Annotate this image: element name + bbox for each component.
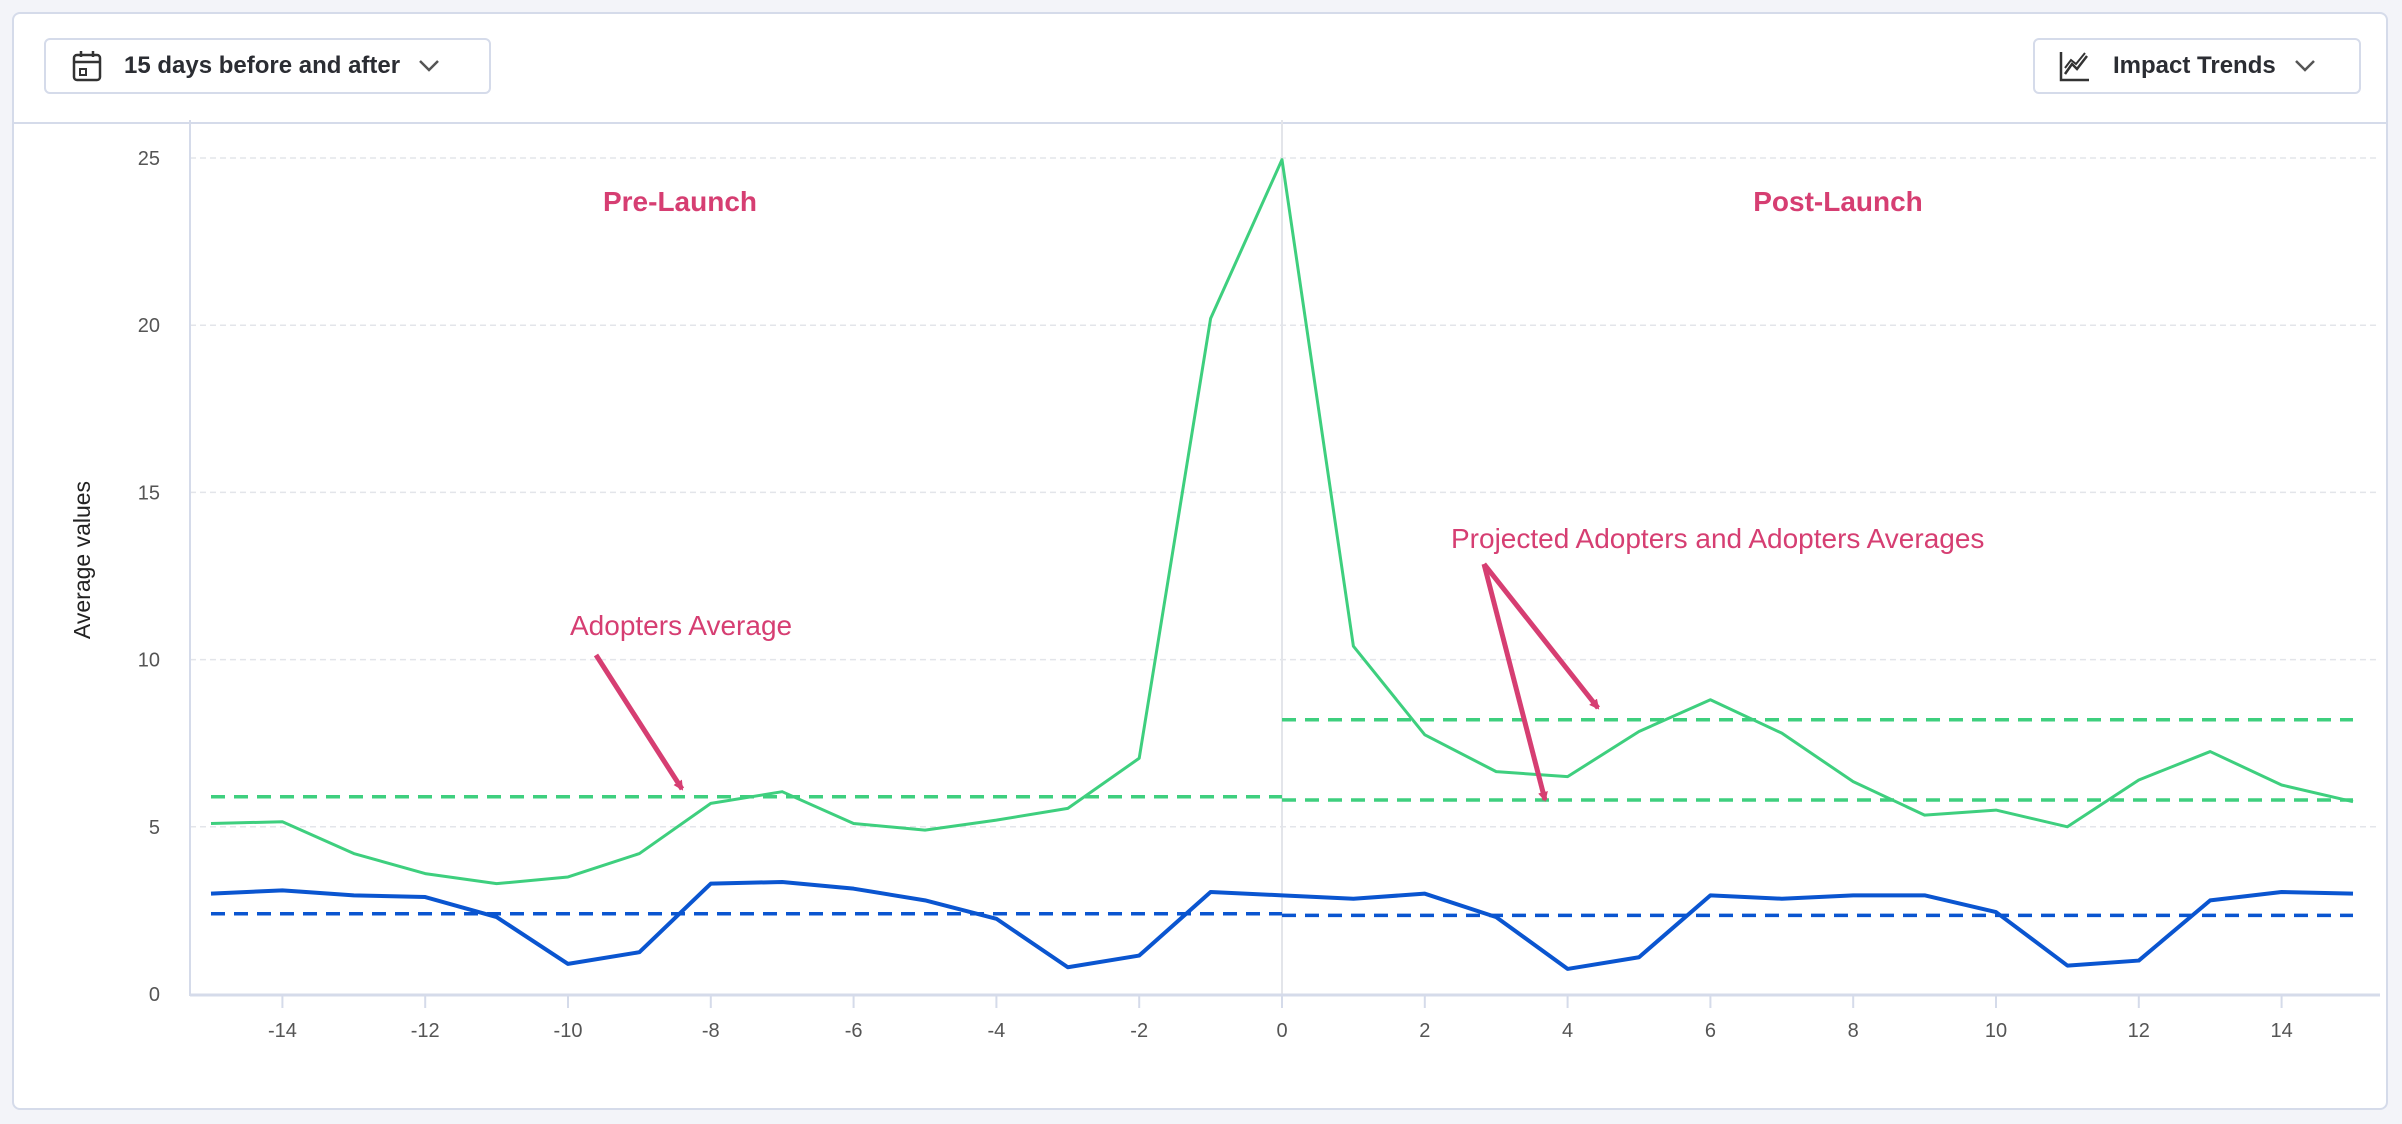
axes: 0 5 10 15 20 25 -14 -12 -10 -8 -6 -4 -2 0 2 4 6 8 10 12 14 [138,120,2380,1042]
x-tick-label: -12 [411,1020,440,1042]
x-tick-label: 0 [1276,1020,1287,1042]
adopters-average-label: Adopters Average [570,610,792,641]
view-dropdown[interactable]: Impact Trends [2033,38,2361,94]
x-tick-label: -6 [845,1020,863,1042]
series-line-green [210,158,2354,886]
y-tick-label: 20 [138,315,160,337]
calendar-icon [72,50,102,82]
x-tick-label: -2 [1130,1020,1148,1042]
y-tick-label: 0 [149,984,160,1006]
date-range-dropdown[interactable]: 15 days before and after [44,38,491,94]
x-tick-label: 4 [1562,1020,1573,1042]
impact-card: 15 days before and after Impact Trends [12,12,2388,1110]
grid [190,120,2380,994]
x-tick-label: 8 [1848,1020,1859,1042]
y-tick-label: 25 [138,148,160,170]
chart-toolbar: 15 days before and after Impact Trends [14,14,2386,124]
x-tick-label: 10 [1985,1020,2007,1042]
annotation-arrows [593,562,1600,802]
series-line-blue [210,879,2354,971]
x-tick-label: 12 [2128,1020,2150,1042]
y-tick-label: 10 [138,650,160,672]
line-chart-icon [2059,50,2091,82]
series [210,158,2354,971]
x-tick-label: -10 [554,1020,583,1042]
chevron-down-icon [418,59,440,73]
x-tick-label: 14 [2270,1020,2292,1042]
chevron-down-icon [2294,59,2316,73]
arrow-projected-upper [1482,562,1600,710]
post-launch-label: Post-Launch [1753,186,1923,217]
pre-launch-label: Pre-Launch [603,186,757,217]
projected-averages-label: Projected Adopters and Adopters Averages [1451,523,1984,554]
arrow-projected-lower [1481,563,1548,802]
x-tick-label: -14 [268,1020,297,1042]
y-axis-label: Average values [69,481,95,639]
view-label: Impact Trends [2113,52,2276,79]
x-tick-label: 6 [1705,1020,1716,1042]
arrow-adopters-average [593,653,685,791]
date-range-label: 15 days before and after [124,52,401,79]
x-tick-label: -4 [988,1020,1006,1042]
x-tick-label: 2 [1419,1020,1430,1042]
y-tick-label: 5 [149,817,160,839]
x-tick-label: -8 [702,1020,720,1042]
y-tick-label: 15 [138,482,160,504]
